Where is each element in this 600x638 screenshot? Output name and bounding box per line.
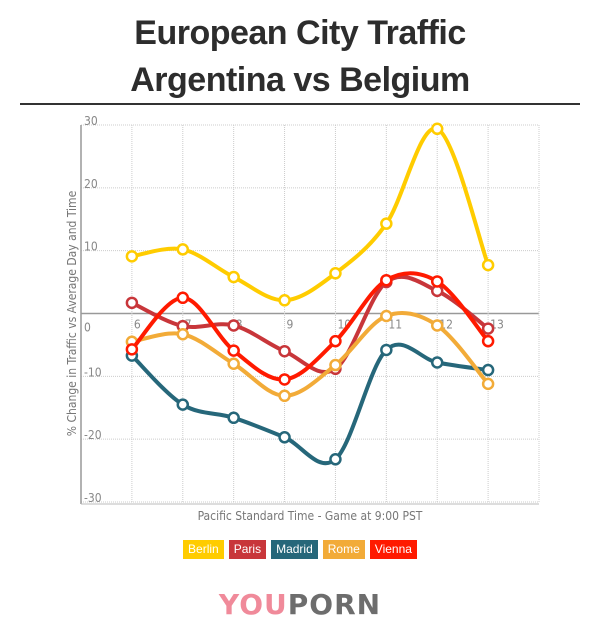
y-tick-label: 20 [84, 177, 98, 191]
data-point-vienna [125, 343, 139, 356]
chart-title-line2: Argentina vs Belgium [130, 61, 470, 99]
y-tick-label: -30 [84, 491, 102, 505]
series-line-berlin [129, 126, 491, 303]
data-point-vienna [481, 334, 495, 348]
data-point-madrid [380, 343, 393, 357]
y-tick-label: 0 [84, 321, 91, 335]
y-tick-label: 10 [84, 240, 98, 254]
series-line-paris [129, 274, 491, 375]
data-point-madrid [278, 431, 291, 444]
youporn-logo: YOUPORN [0, 588, 600, 621]
x-tick-label: 11 [388, 318, 402, 332]
data-point-berlin [227, 270, 240, 284]
data-point-vienna [329, 334, 342, 348]
data-point-paris [125, 296, 139, 310]
data-point-madrid [176, 398, 190, 411]
data-point-berlin [278, 294, 291, 307]
data-point-rome [380, 309, 393, 323]
data-point-rome [430, 319, 444, 332]
data-point-paris [227, 319, 240, 332]
legend-item-madrid[interactable]: Madrid [271, 540, 318, 559]
data-point-madrid [329, 453, 342, 466]
data-point-rome [176, 327, 190, 341]
data-point-berlin [430, 122, 444, 136]
title-divider [20, 103, 580, 105]
y-tick-label: -10 [84, 365, 102, 379]
x-axis-label: Pacific Standard Time - Game at 9:00 PST [198, 509, 423, 523]
data-point-berlin [380, 217, 393, 230]
logo-porn: PORN [287, 588, 382, 621]
logo-you: YOU [218, 588, 288, 621]
y-tick-label: -20 [84, 428, 102, 442]
data-point-vienna [176, 291, 190, 305]
data-point-berlin [329, 267, 342, 280]
x-tick-label: 6 [134, 318, 141, 332]
data-point-berlin [481, 258, 495, 272]
data-point-madrid [227, 411, 240, 425]
data-point-rome [278, 389, 291, 403]
data-point-vienna [380, 273, 393, 287]
legend-item-paris[interactable]: Paris [228, 540, 267, 559]
data-point-vienna [278, 373, 291, 386]
data-point-madrid [481, 363, 495, 377]
data-point-paris [481, 322, 495, 335]
y-tick-label: 30 [84, 114, 98, 128]
legend-item-rome[interactable]: Rome [322, 540, 365, 559]
data-point-vienna [227, 344, 240, 357]
data-point-berlin [125, 250, 139, 263]
legend: Berlin Paris Madrid Rome Vienna [0, 540, 600, 559]
data-point-rome [481, 377, 495, 391]
y-axis-label: % Change in Traffic vs Average Day and T… [65, 190, 79, 436]
data-point-berlin [176, 243, 190, 256]
legend-item-berlin[interactable]: Berlin [183, 540, 224, 559]
chart-title-line1: European City Traffic [134, 14, 466, 52]
data-point-rome [329, 358, 342, 372]
x-tick-label: 9 [287, 318, 294, 332]
data-point-madrid [430, 356, 444, 369]
data-point-rome [227, 357, 240, 371]
legend-item-vienna[interactable]: Vienna [369, 540, 417, 559]
data-point-vienna [430, 275, 444, 288]
data-point-paris [278, 344, 291, 358]
